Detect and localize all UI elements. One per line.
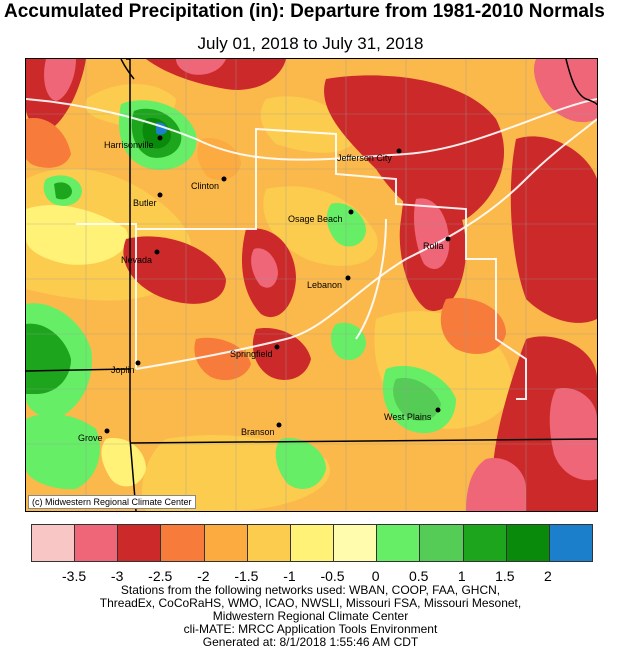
map-canvas [26,59,597,511]
legend-swatch [549,525,593,561]
city-markers [104,135,451,434]
legend-swatch [247,525,291,561]
city-dot-rolla [445,236,451,242]
city-label-west-plains: West Plains [384,412,432,422]
legend-swatch [377,525,421,561]
legend-swatch [75,525,119,561]
city-label-harrisonville: Harrisonville [104,140,154,150]
city-dot-harrisonville [157,135,163,141]
city-dot-jefferson-city [396,148,402,154]
legend-swatch [161,525,205,561]
legend-tick-label: 2 [544,568,552,584]
city-dot-nevada [154,249,160,255]
city-dot-clinton [221,176,227,182]
legend-tick-label: -2 [197,568,210,584]
legend-tick-label: -3 [110,568,124,584]
city-dot-joplin [135,360,141,366]
city-label-osage-beach: Osage Beach [288,214,343,224]
legend-tick-label: -1.5 [234,568,259,584]
city-dot-springfield [274,344,280,350]
city-dot-butler [157,192,163,198]
city-label-springfield: Springfield [230,349,273,359]
footer-line: ThreadEx, CoCoRaHS, WMO, ICAO, NWSLI, Mi… [99,596,522,610]
legend-ticks: -3.5 -3 -2.5 -2 -1.5 -1 -0.5 0 0.5 1 1.5 2 [31,568,591,586]
precip-fields [26,59,597,511]
city-label-clinton: Clinton [191,181,220,191]
map-title: Accumulated Precipitation (in): Departur… [4,1,605,22]
footer-line: cli-MATE: MRCC Application Tools Environ… [183,622,438,636]
footer-line: Generated at: 8/1/2018 1:55:46 AM CDT [202,635,419,649]
legend-tick-label: -2.5 [148,568,173,584]
legend-swatch [420,525,464,561]
city-label-jefferson-city: Jefferson City [337,153,392,163]
legend-swatch [334,525,378,561]
footer-notes: Stations from the following networks use… [0,584,621,649]
city-dot-lebanon [345,275,351,281]
precip-departure-map: Harrisonville Jefferson City Clinton But… [25,58,598,512]
legend-tick-label: 1.5 [495,568,515,584]
legend-swatch [32,525,76,561]
footer-line: Midwestern Regional Climate Center [212,609,409,623]
legend-tick-label: -0.5 [320,568,345,584]
legend-tick-label: -3.5 [62,568,87,584]
legend-tick-label: 1 [457,568,466,584]
city-label-joplin: Joplin [111,365,135,375]
legend-swatch [463,525,507,561]
legend-swatch [506,525,550,561]
footer-line: Stations from the following networks use… [120,583,501,597]
city-label-lebanon: Lebanon [307,280,343,290]
legend-swatch [290,525,335,561]
legend-tick-label: 0.5 [408,568,429,584]
city-label-rolla: Rolla [423,241,444,251]
city-label-grove: Grove [78,433,103,443]
legend-tick-label: 0 [371,568,380,584]
city-label-branson: Branson [241,427,275,437]
highways [26,98,597,400]
city-dot-grove [104,428,110,434]
city-dot-osage-beach [348,209,354,215]
city-label-butler: Butler [133,198,157,208]
legend-swatch [204,525,248,561]
city-dot-west-plains [435,407,441,413]
color-legend [31,524,593,562]
county-lines [26,59,597,511]
legend-tick-label: -1 [283,568,296,584]
state-boundaries [26,59,597,511]
legend-swatch [118,525,162,561]
map-credit: (c) Midwestern Regional Climate Center [28,495,196,509]
city-label-nevada: Nevada [121,255,153,265]
city-dot-branson [276,422,282,428]
map-subtitle: July 01, 2018 to July 31, 2018 [197,34,424,53]
